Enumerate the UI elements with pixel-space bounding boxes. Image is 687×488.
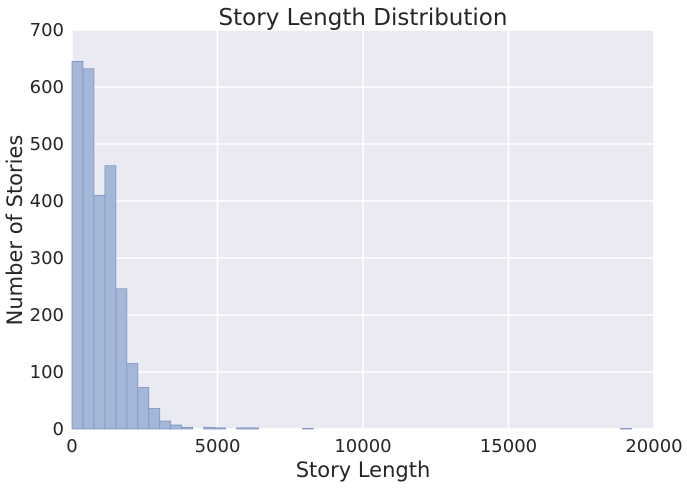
x-tick-label: 0	[66, 436, 77, 457]
y-tick-label: 0	[53, 419, 64, 440]
x-tick-label: 10000	[334, 436, 391, 457]
histogram-bar	[71, 60, 84, 430]
chart-title: Story Length Distribution	[219, 5, 508, 31]
histogram-bar	[302, 428, 314, 430]
y-tick-label: 700	[30, 20, 64, 41]
y-tick-label: 600	[30, 77, 64, 98]
histogram-bar	[214, 427, 226, 430]
x-tick-label: 5000	[195, 436, 241, 457]
grid-lines	[71, 29, 655, 430]
histogram-bar	[148, 408, 161, 430]
x-axis-label: Story Length	[296, 458, 431, 482]
y-tick-label: 500	[30, 134, 64, 155]
histogram-bar	[159, 420, 172, 430]
histogram-bar	[181, 426, 194, 430]
histogram-bar	[620, 428, 632, 430]
x-tick-label: 15000	[480, 436, 537, 457]
y-axis-label: Number of Stories	[3, 135, 27, 326]
histogram-bar	[137, 387, 150, 430]
y-tick-label: 300	[30, 248, 64, 269]
histogram-bars	[71, 60, 632, 430]
y-tick-labels: 0 100 200 300 400 500 600 700	[30, 20, 64, 440]
x-tick-labels: 0 5000 10000 15000 20000	[66, 436, 682, 457]
histogram-bar	[170, 424, 183, 430]
histogram-bar	[115, 288, 128, 430]
histogram-bar	[104, 165, 117, 430]
y-tick-label: 100	[30, 362, 64, 383]
histogram-bar	[247, 427, 259, 430]
histogram-bar	[203, 426, 215, 430]
x-tick-label: 20000	[625, 436, 682, 457]
y-tick-label: 400	[30, 191, 64, 212]
histogram-bar	[236, 427, 248, 430]
histogram-bar	[93, 194, 106, 430]
y-tick-label: 200	[30, 305, 64, 326]
histogram-bar	[82, 68, 95, 430]
histogram-bar	[126, 363, 139, 430]
